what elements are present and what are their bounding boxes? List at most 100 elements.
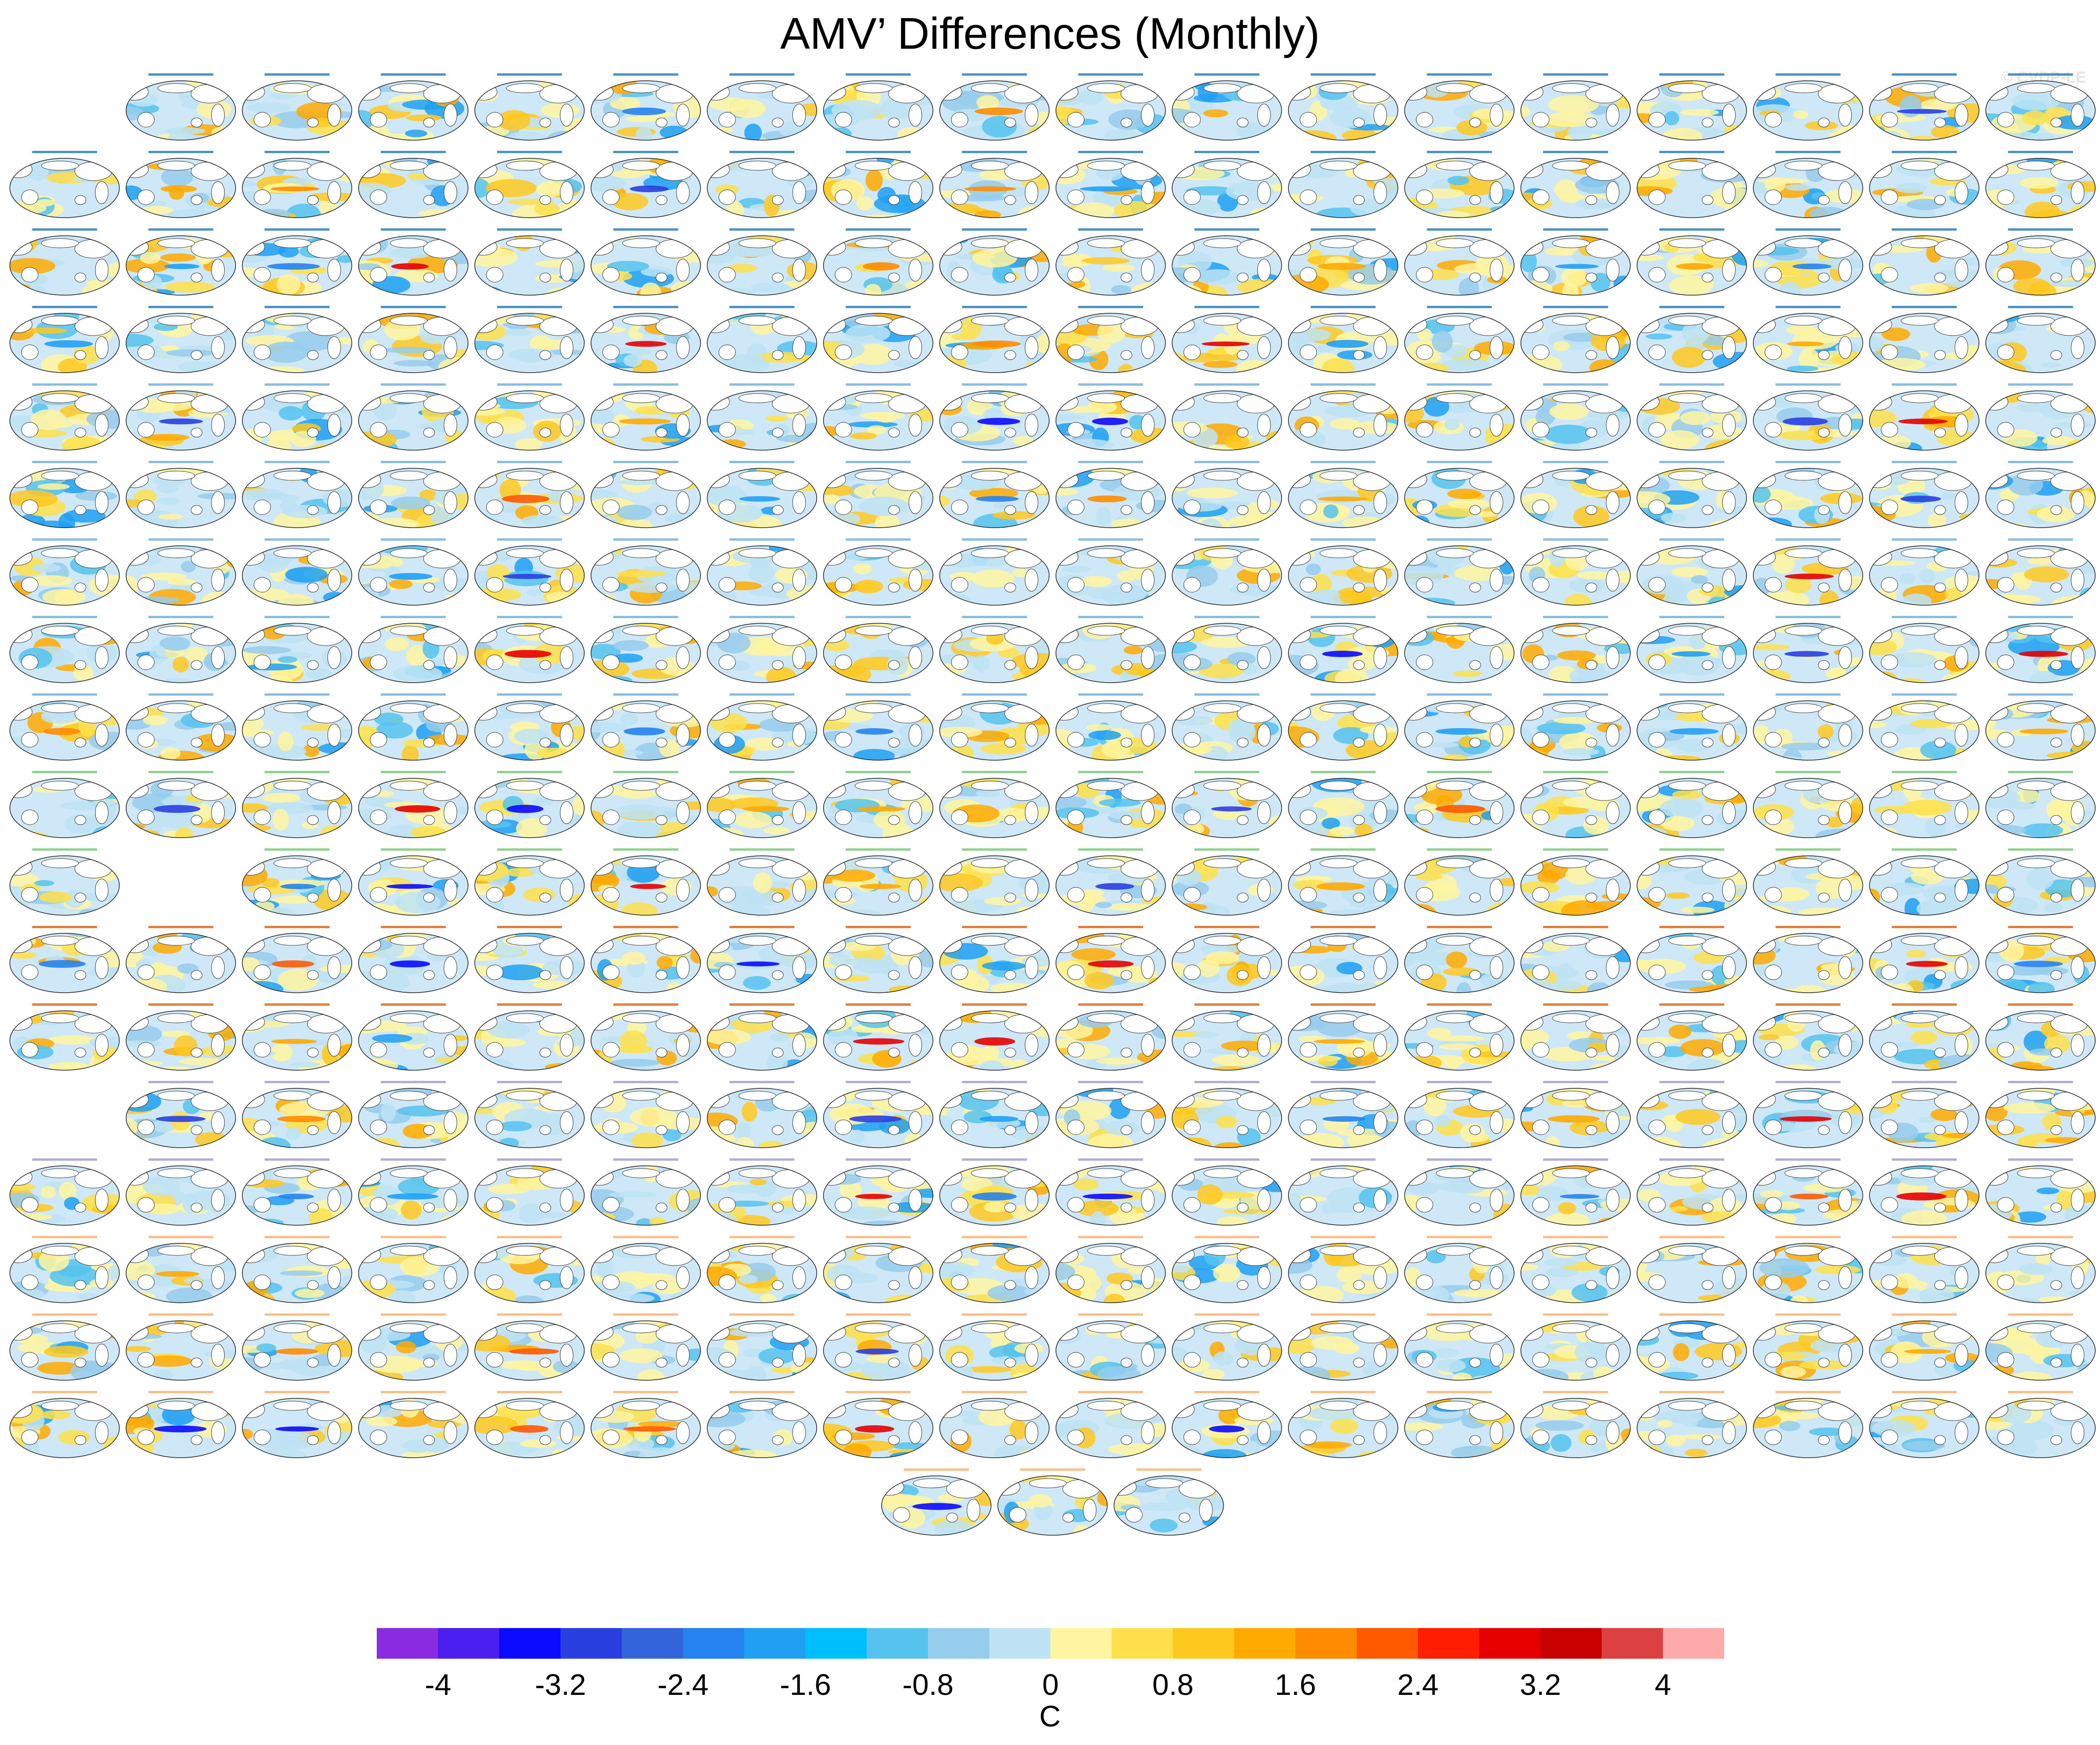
map-panel	[1985, 1003, 2096, 1071]
panel-title-mark	[264, 693, 330, 696]
map-panel	[1520, 771, 1631, 838]
panel-title-mark	[845, 1081, 911, 1083]
panel-title-mark	[962, 383, 1027, 386]
map-panel	[1404, 616, 1514, 683]
colorbar-swatch	[1663, 1628, 1724, 1659]
map-panel	[707, 1391, 817, 1458]
map-panel	[1869, 306, 1979, 373]
map-panel	[823, 1236, 934, 1303]
panel-title-mark	[613, 461, 678, 463]
map-panel	[358, 926, 469, 993]
panel-title-mark	[1659, 848, 1725, 851]
map-panel	[1404, 1158, 1514, 1226]
map-panel	[1985, 73, 2096, 141]
panel-title-mark	[380, 926, 446, 928]
map-panel	[823, 538, 934, 606]
map-panel	[1869, 926, 1979, 993]
map-panel	[1520, 538, 1631, 606]
panel-title-mark	[32, 538, 97, 541]
map-panel	[474, 1391, 585, 1458]
panel-title-mark	[1892, 1391, 1957, 1393]
panel-title-mark	[497, 616, 562, 618]
panel-title-mark	[2008, 1391, 2073, 1393]
panel-title-mark	[1427, 1081, 1492, 1083]
panel-title-mark	[1659, 1391, 1725, 1393]
panel-title-mark	[32, 228, 97, 231]
map-panel	[474, 771, 585, 838]
map-panel	[939, 616, 1050, 683]
map-panel	[1985, 1313, 2096, 1381]
panel-title-mark	[613, 1158, 678, 1161]
map-panel	[358, 1391, 469, 1458]
map-panel	[1056, 1003, 1166, 1071]
map-panel	[1753, 1313, 1863, 1381]
map-panel	[1404, 228, 1514, 296]
panel-title-mark	[729, 848, 795, 851]
panel-title-mark	[962, 151, 1027, 153]
map-panel	[126, 306, 236, 373]
map-panel	[242, 1081, 352, 1148]
panel-title-mark	[2008, 1313, 2073, 1316]
map-panel	[591, 306, 701, 373]
map-panel	[1869, 538, 1979, 606]
map-panel	[1056, 383, 1166, 451]
panel-title-mark	[845, 1391, 911, 1393]
panel-title-mark	[729, 461, 795, 463]
panel-title-mark	[497, 461, 562, 463]
panel-title-mark	[148, 771, 213, 773]
map-panel	[1056, 73, 1166, 141]
panel-title-mark	[32, 1391, 97, 1393]
map-panel	[1520, 1236, 1631, 1303]
panel-title-mark	[148, 1003, 213, 1006]
map-panel	[1056, 228, 1166, 296]
panel-title-mark	[1775, 538, 1841, 541]
colorbar-swatch	[805, 1628, 867, 1659]
panel-title-mark	[1659, 1313, 1725, 1316]
map-panel	[1404, 461, 1514, 528]
map-panel	[1172, 1313, 1282, 1381]
panel-title-mark	[1078, 1003, 1143, 1006]
map-panel	[1636, 848, 1747, 916]
map-panel	[1636, 538, 1747, 606]
panel-title-mark	[1310, 1158, 1376, 1161]
colorbar-swatch	[744, 1628, 805, 1659]
panel-title-mark	[962, 616, 1027, 618]
map-panel	[126, 1158, 236, 1226]
map-panel	[242, 151, 352, 218]
map-panel	[939, 1003, 1050, 1071]
map-panel	[1056, 306, 1166, 373]
map-panel	[707, 771, 817, 838]
panel-title-mark	[1659, 1158, 1725, 1161]
panel-title-mark	[1078, 151, 1143, 153]
map-panel	[474, 228, 585, 296]
panel-title-mark	[962, 693, 1027, 696]
map-panel	[1288, 1391, 1398, 1458]
map-panel	[1288, 848, 1398, 916]
panel-title-mark	[497, 306, 562, 308]
map-panel	[474, 151, 585, 218]
map-panel	[591, 926, 701, 993]
map-panel	[939, 1158, 1050, 1226]
map-panel	[707, 616, 817, 683]
panel-title-mark	[2008, 1158, 2073, 1161]
panel-title-mark	[962, 306, 1027, 308]
panel-title-mark	[729, 73, 795, 76]
panel-title-mark	[2008, 926, 2073, 928]
panel-title-mark	[1775, 73, 1841, 76]
panel-title-mark	[1194, 771, 1260, 773]
panel-title-mark	[904, 1468, 969, 1471]
panel-title-mark	[1659, 73, 1725, 76]
map-panel	[1288, 1236, 1398, 1303]
panel-title-mark	[497, 848, 562, 851]
panel-title-mark	[380, 383, 446, 386]
panel-title-mark	[613, 616, 678, 618]
map-panel	[1056, 1081, 1166, 1148]
panel-title-mark	[1543, 461, 1608, 463]
map-panel	[707, 1236, 817, 1303]
panel-title-mark	[845, 383, 911, 386]
map-panel	[126, 538, 236, 606]
panel-title-mark	[1194, 693, 1260, 696]
panel-title-mark	[264, 771, 330, 773]
panel-title-mark	[1775, 1313, 1841, 1316]
panel-title-mark	[1310, 383, 1376, 386]
